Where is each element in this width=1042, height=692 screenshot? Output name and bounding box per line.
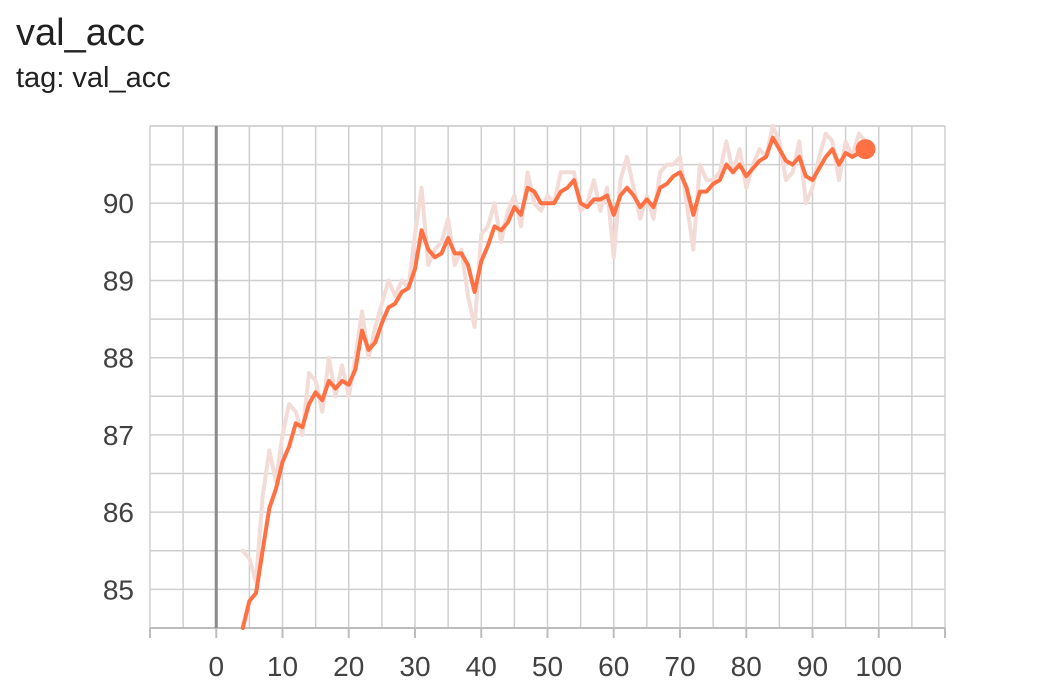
- y-tick-label: 88: [103, 343, 134, 374]
- x-tick-label: 30: [399, 651, 430, 682]
- x-tick-label: 100: [855, 651, 902, 682]
- y-tick-label: 87: [103, 420, 134, 451]
- x-tick-label: 90: [797, 651, 828, 682]
- x-tick-label: 10: [267, 651, 298, 682]
- y-tick-label: 89: [103, 265, 134, 296]
- y-tick-label: 86: [103, 497, 134, 528]
- series-line-raw: [240, 124, 868, 584]
- chart-tag: tag: val_acc: [16, 62, 171, 94]
- chart-title: val_acc: [16, 12, 145, 54]
- x-tick-label: 70: [664, 651, 695, 682]
- x-tick-labels: 0 10 20 30 40 50 60 70 80 90 100: [208, 651, 902, 682]
- grid-lines: [149, 125, 946, 638]
- x-tick-label: 0: [208, 651, 224, 682]
- x-tick-label: 40: [466, 651, 497, 682]
- y-tick-label: 85: [103, 574, 134, 605]
- last-point-marker: [855, 139, 876, 160]
- x-tick-label: 80: [731, 651, 762, 682]
- y-tick-labels: 85 86 87 88 89 90: [103, 188, 134, 605]
- x-tick-label: 20: [333, 651, 364, 682]
- x-tick-label: 50: [532, 651, 563, 682]
- series-layer: [240, 124, 876, 630]
- y-tick-label: 90: [103, 188, 134, 219]
- series-line-smoothed: [240, 135, 868, 630]
- x-tick-label: 60: [598, 651, 629, 682]
